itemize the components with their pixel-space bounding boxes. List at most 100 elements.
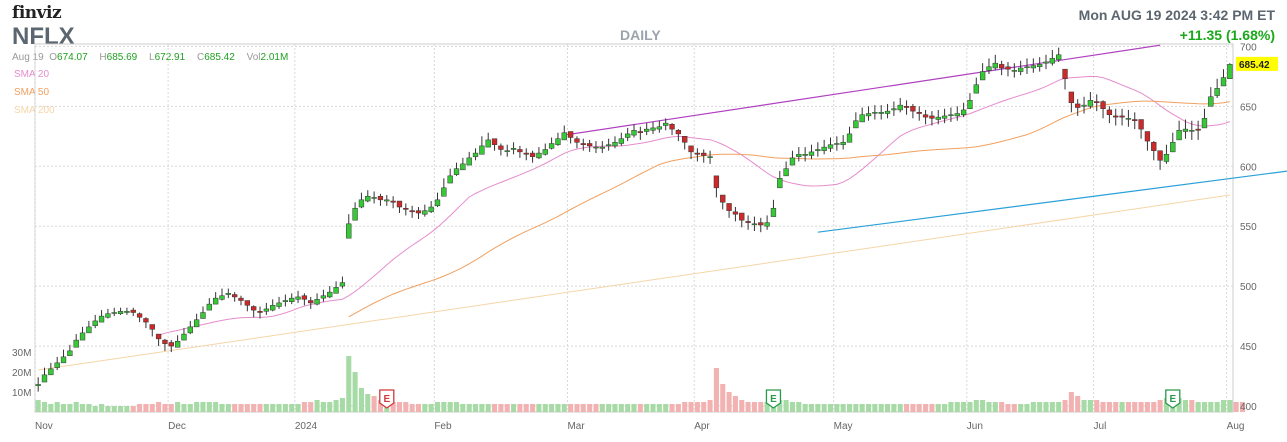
earnings-marker: E xyxy=(765,389,782,409)
legend-sma50: SMA 50 xyxy=(14,87,50,98)
candle xyxy=(162,338,168,351)
candle xyxy=(561,125,567,141)
volume-bar xyxy=(980,400,986,412)
volume-bar xyxy=(675,404,681,412)
candle xyxy=(884,103,891,119)
volume-bar xyxy=(568,404,574,412)
candle-body xyxy=(872,112,878,114)
candle xyxy=(796,147,802,162)
candle-body xyxy=(238,297,244,301)
candle xyxy=(371,191,377,204)
candle-body xyxy=(339,282,346,287)
candle xyxy=(675,129,682,142)
candle xyxy=(1182,119,1189,139)
candle xyxy=(510,142,517,155)
x-tick-label: Dec xyxy=(168,421,186,432)
volume-bar xyxy=(295,404,301,412)
candle xyxy=(251,305,257,318)
candle xyxy=(346,214,352,239)
volume-bar xyxy=(162,404,168,412)
candle xyxy=(872,105,878,120)
candle xyxy=(967,93,973,109)
candle-body xyxy=(650,127,656,131)
x-tick-label: May xyxy=(834,421,853,432)
volume-bar xyxy=(910,404,916,412)
volume-bar xyxy=(365,394,371,412)
candle-body xyxy=(1151,142,1157,151)
candle-body xyxy=(1037,64,1043,68)
candle xyxy=(460,157,466,171)
candle-body xyxy=(295,296,301,300)
candle-body xyxy=(1062,68,1068,80)
volume-bar xyxy=(682,402,688,412)
candle-body xyxy=(263,308,270,312)
candle-body xyxy=(1201,118,1208,129)
volume-bar xyxy=(213,402,219,412)
candle xyxy=(815,142,821,157)
candle xyxy=(1170,132,1176,153)
candle xyxy=(105,308,111,319)
candle xyxy=(168,340,174,353)
candle xyxy=(498,143,504,156)
ticker-symbol: NFLX xyxy=(12,23,75,50)
candle-body xyxy=(162,339,168,344)
candle xyxy=(948,107,954,122)
candle-body xyxy=(751,223,758,226)
candle-body xyxy=(1113,115,1119,118)
candle xyxy=(663,118,669,131)
volume-bar xyxy=(238,404,244,412)
candle xyxy=(745,215,751,230)
candle xyxy=(682,136,688,150)
candle xyxy=(111,307,117,317)
earnings-label: E xyxy=(383,394,390,405)
volume-bar xyxy=(276,404,282,412)
volume-bar xyxy=(1157,400,1163,412)
candle xyxy=(352,202,358,221)
volume-bar xyxy=(1106,402,1112,412)
volume-bar xyxy=(308,402,314,412)
finviz-logo[interactable]: finviz xyxy=(12,3,62,23)
candle-body xyxy=(796,154,802,157)
candle-body xyxy=(434,199,441,207)
volume-bar xyxy=(346,356,352,412)
candle-body xyxy=(498,145,504,150)
x-tick-label: Apr xyxy=(694,421,710,432)
candle xyxy=(181,328,187,341)
low-label: L xyxy=(149,52,155,63)
candle-body xyxy=(232,294,238,298)
x-tick-label: Jul xyxy=(1094,421,1107,432)
candle-body xyxy=(998,64,1005,69)
candle xyxy=(834,136,840,151)
candle xyxy=(60,349,67,364)
candle-body xyxy=(529,152,536,157)
candle xyxy=(130,307,136,317)
candle xyxy=(580,138,586,151)
candle xyxy=(523,148,529,161)
candle xyxy=(79,326,86,341)
lower-trendline xyxy=(817,170,1287,233)
candle-body xyxy=(358,199,365,208)
candle xyxy=(301,293,308,306)
volume-bar xyxy=(492,404,498,412)
earnings-badge xyxy=(765,389,782,409)
candle xyxy=(200,306,206,319)
candle xyxy=(548,137,555,150)
candle xyxy=(1119,108,1125,126)
candle xyxy=(1068,91,1075,113)
volume-bar xyxy=(282,404,288,412)
volume-tick-label: 20M xyxy=(12,368,31,379)
volume-tick-label: 10M xyxy=(12,388,31,399)
candle-body xyxy=(948,114,954,116)
candle xyxy=(865,106,872,121)
volume-bar xyxy=(472,404,479,412)
candle-body xyxy=(155,333,162,340)
candle-body xyxy=(732,211,739,215)
candle-body xyxy=(625,133,631,138)
volume-bar xyxy=(1119,402,1125,412)
volume-bar xyxy=(517,404,523,412)
candle-body xyxy=(834,143,840,145)
candle xyxy=(276,296,282,309)
candle xyxy=(808,144,815,160)
candle xyxy=(1094,94,1100,112)
